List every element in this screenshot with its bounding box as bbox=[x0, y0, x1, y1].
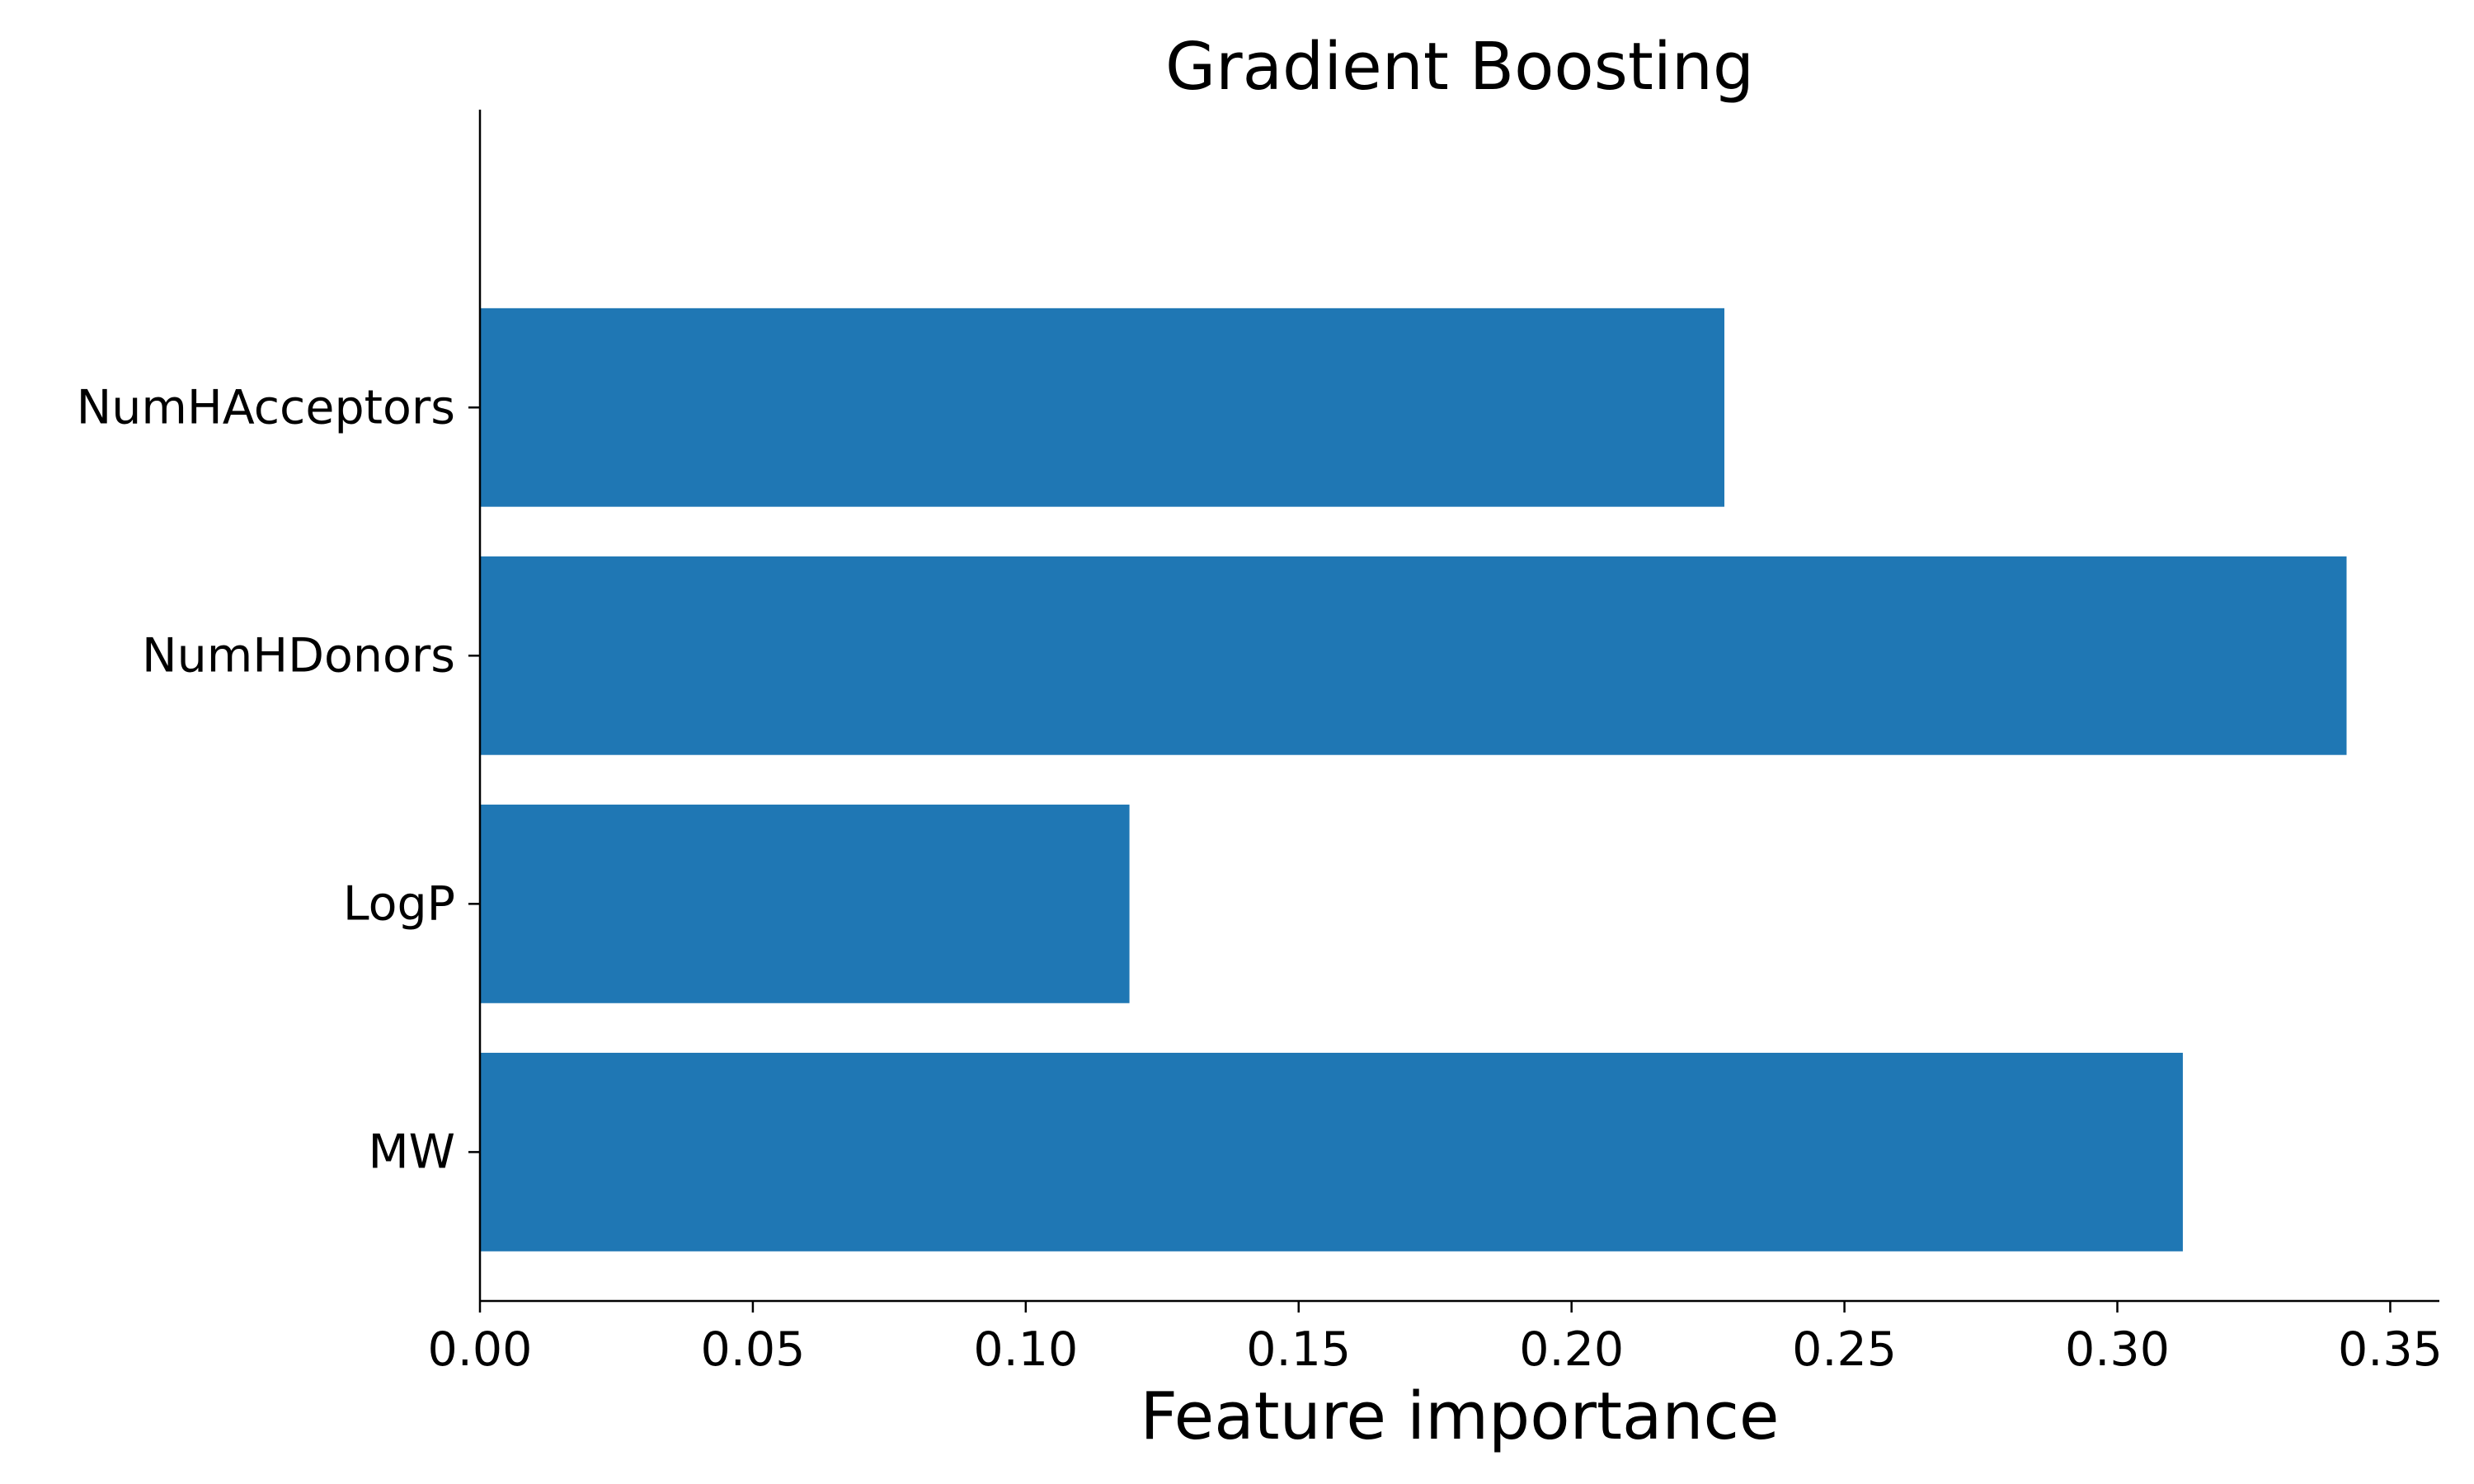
y-tick-label-mw: MW bbox=[368, 1125, 455, 1179]
x-tick-label-0.30: 0.30 bbox=[2065, 1322, 2170, 1377]
x-tick-label-0.00: 0.00 bbox=[428, 1322, 533, 1377]
x-axis: 0.00 0.05 0.10 0.15 0.20 0.25 0.30 0.35 bbox=[428, 1299, 2443, 1377]
x-tick-label-0.35: 0.35 bbox=[2338, 1322, 2443, 1377]
x-axis-title: Feature importance bbox=[1141, 1378, 1780, 1454]
y-axis: MW LogP NumHDonors NumHAcceptors bbox=[77, 110, 482, 1301]
y-tick-label-numhacceptors: NumHAcceptors bbox=[77, 380, 455, 434]
chart-title: Gradient Boosting bbox=[1165, 29, 1754, 105]
bar-mw bbox=[480, 1052, 2183, 1252]
bar-logp bbox=[480, 804, 1130, 1003]
x-tick-label-0.05: 0.05 bbox=[700, 1322, 805, 1377]
bar-numhdonors bbox=[480, 556, 2347, 755]
bars-layer bbox=[480, 308, 2347, 1252]
y-tick-label-logp: LogP bbox=[343, 876, 455, 931]
x-tick-label-0.25: 0.25 bbox=[1792, 1322, 1897, 1377]
x-tick-label-0.10: 0.10 bbox=[973, 1322, 1078, 1377]
x-tick-label-0.15: 0.15 bbox=[1246, 1322, 1351, 1377]
bar-numhacceptors bbox=[480, 308, 1724, 507]
y-tick-label-numhdonors: NumHDonors bbox=[142, 628, 455, 683]
x-tick-label-0.20: 0.20 bbox=[1519, 1322, 1624, 1377]
